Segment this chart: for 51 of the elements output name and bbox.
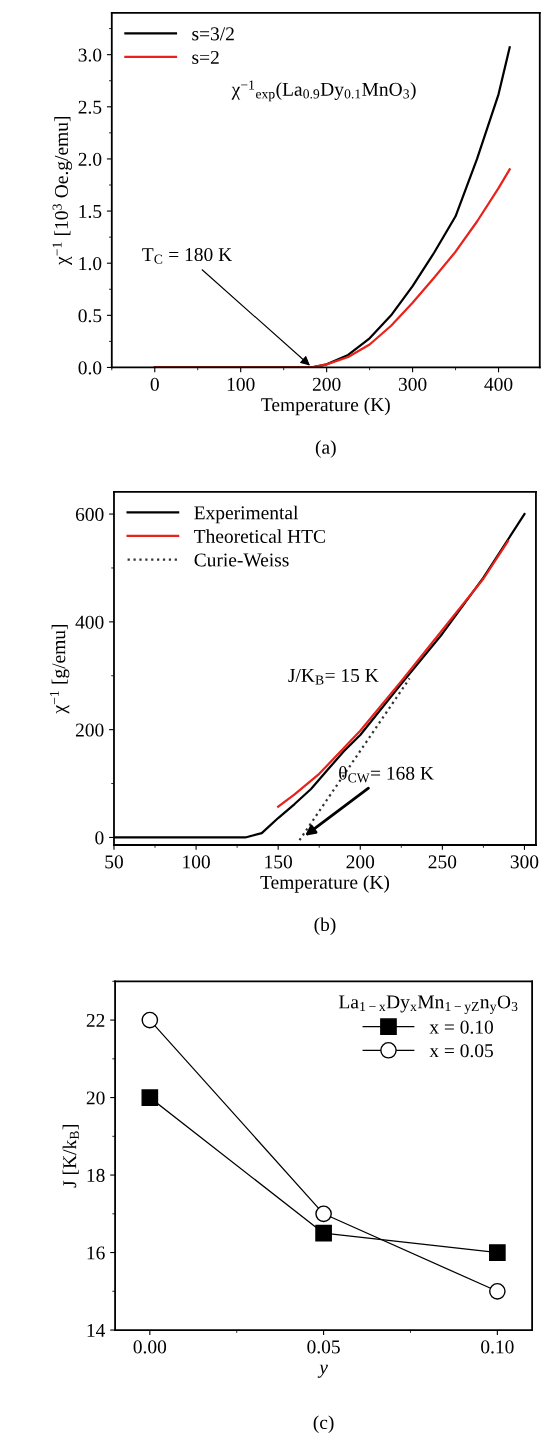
text: (c) (313, 1415, 334, 1434)
x-tick-label: 150 (265, 855, 293, 869)
y-tick-label: 16 (87, 1246, 105, 1260)
x-axis-title: y (317, 1364, 328, 1378)
y-tick-label: 18 (87, 1168, 105, 1182)
y-tick-label: 3.0 (78, 48, 102, 62)
x-tick-label: 50 (105, 855, 123, 869)
legend-label: s=2 (192, 50, 219, 64)
annotation: J/K$_{B}$= 15 K (288, 668, 379, 685)
y-tick-label: 1.5 (79, 204, 102, 219)
y-tick-label: 0.0 (78, 361, 102, 375)
legend-label: x = 0.10 (429, 1020, 493, 1034)
x-tick-label: 0.05 (307, 1340, 340, 1354)
y-tick-label: 400 (75, 615, 104, 629)
x-tick-label: 400 (484, 377, 513, 391)
text: (a) (315, 440, 336, 458)
x-tick-label: 200 (346, 855, 375, 869)
x-tick-label: 100 (183, 855, 210, 869)
annotation: θ$_{CW}$= 168 K (339, 766, 434, 783)
y-tick-label: 0.5 (78, 309, 102, 323)
y-tick-label: 14 (87, 1323, 106, 1337)
x-tick-label: 0.00 (133, 1340, 167, 1354)
y-tick-label: 2.0 (78, 152, 102, 166)
legend-label: Experimental (194, 505, 299, 524)
x-tick-label: 300 (510, 855, 539, 869)
y-tick-label: 20 (86, 1091, 105, 1105)
legend-label: Theoretical HTC (194, 529, 325, 543)
x-tick-label: 0.10 (481, 1340, 514, 1354)
text: La$_{1−x}$Dy$_{x}$Mn$_{1−yZ}$n$_{y}$O$_{3}$ (339, 995, 518, 1014)
annotation: T$_{C}$ = 180 K (142, 247, 232, 264)
y-axis-title: χ$^{−1}$ [g/emu] (49, 624, 70, 714)
y-tick-label: 600 (75, 507, 104, 521)
x-tick-label: 0 (150, 377, 159, 391)
y-axis-title: J [K/k$_{B}$] (62, 1125, 79, 1188)
y-tick-label: 0 (95, 831, 104, 845)
x-tick-label: 100 (227, 377, 255, 391)
x-axis-title: Temperature (K) (261, 397, 390, 416)
y-tick-label: 1.0 (79, 257, 102, 271)
legend-label: Curie-Weiss (194, 553, 289, 567)
x-axis-title: Temperature (K) (260, 875, 390, 893)
legend-label: s=3/2 (192, 27, 234, 41)
y-tick-label: 2.5 (78, 100, 102, 114)
text: χ$^{−1}$$_{exp}$(La$_{0.9}$Dy$_{0.1}$MnO$_{3}$) (231, 80, 416, 102)
y-tick-label: 22 (86, 1013, 105, 1027)
x-tick-label: 200 (312, 377, 341, 391)
x-tick-label: 250 (428, 855, 457, 869)
y-tick-label: 200 (75, 723, 104, 737)
text: (b) (314, 917, 336, 936)
y-axis-title: χ$^{−1}$ [10$^{3}$ Oe.g/emu] (52, 117, 73, 265)
x-tick-label: 300 (398, 377, 427, 391)
legend-label: x = 0.05 (429, 1044, 493, 1058)
